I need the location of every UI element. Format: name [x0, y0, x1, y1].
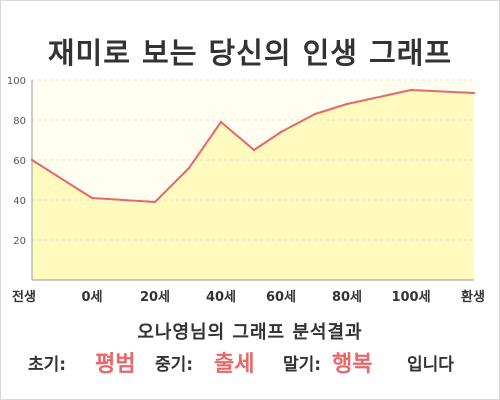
x-tick-label-6: 100세 — [391, 290, 430, 305]
ending-text: 입니다 — [407, 355, 454, 375]
x-tick-label-5: 80세 — [332, 290, 362, 305]
data-point-8 — [345, 102, 349, 106]
mid-value: 출세 — [214, 352, 255, 377]
data-point-2 — [153, 200, 157, 204]
chart-title: 재미로 보는 당신의 인생 그래프 — [47, 36, 453, 70]
x-tick-label-7: 환생 — [461, 289, 485, 305]
y-tick-label-40: 40 — [13, 196, 26, 207]
x-tick-label-3: 40세 — [206, 290, 236, 305]
early-label: 초기: — [28, 355, 67, 375]
data-point-1 — [90, 196, 94, 200]
series-area — [32, 90, 474, 280]
data-point-7 — [313, 112, 317, 116]
y-tick-label-20: 20 — [13, 236, 26, 247]
late-value: 행복 — [332, 352, 373, 377]
data-point-4 — [219, 120, 223, 124]
data-point-5 — [252, 148, 256, 152]
x-tick-label-0: 전생 — [12, 289, 36, 305]
data-point-0 — [30, 158, 34, 162]
data-point-9 — [409, 88, 413, 92]
early-value: 평범 — [95, 352, 136, 377]
data-point-3 — [187, 166, 191, 170]
x-tick-label-2: 20세 — [140, 290, 170, 305]
y-tick-label-80: 80 — [13, 116, 26, 127]
data-point-6 — [279, 130, 283, 134]
analysis-summary: 오나영님의 그래프 분석결과 — [137, 322, 363, 343]
y-tick-label-100: 100 — [7, 76, 26, 87]
x-tick-label-1: 0세 — [81, 290, 102, 305]
late-label: 말기: — [283, 355, 322, 375]
x-tick-label-4: 60세 — [266, 290, 296, 305]
y-tick-label-60: 60 — [13, 156, 26, 167]
data-point-10 — [472, 91, 476, 95]
mid-label: 중기: — [155, 355, 194, 375]
